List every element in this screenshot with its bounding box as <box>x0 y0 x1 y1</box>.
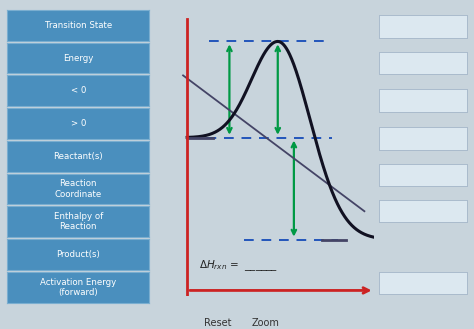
Text: Enthalpy of
Reaction: Enthalpy of Reaction <box>54 212 103 232</box>
Text: Reset: Reset <box>204 318 232 328</box>
Text: Energy: Energy <box>63 54 93 63</box>
Text: Reaction
Coordinate: Reaction Coordinate <box>55 179 102 199</box>
Text: < 0: < 0 <box>71 86 86 95</box>
Text: Product(s): Product(s) <box>56 250 100 259</box>
Text: $\Delta H_{rxn}$ =  ______: $\Delta H_{rxn}$ = ______ <box>199 259 278 273</box>
Text: Reactant(s): Reactant(s) <box>54 152 103 161</box>
Text: Transition State: Transition State <box>45 21 112 30</box>
Text: > 0: > 0 <box>71 119 86 128</box>
Text: Activation Energy
(forward): Activation Energy (forward) <box>40 278 116 297</box>
Text: Zoom: Zoom <box>252 318 279 328</box>
